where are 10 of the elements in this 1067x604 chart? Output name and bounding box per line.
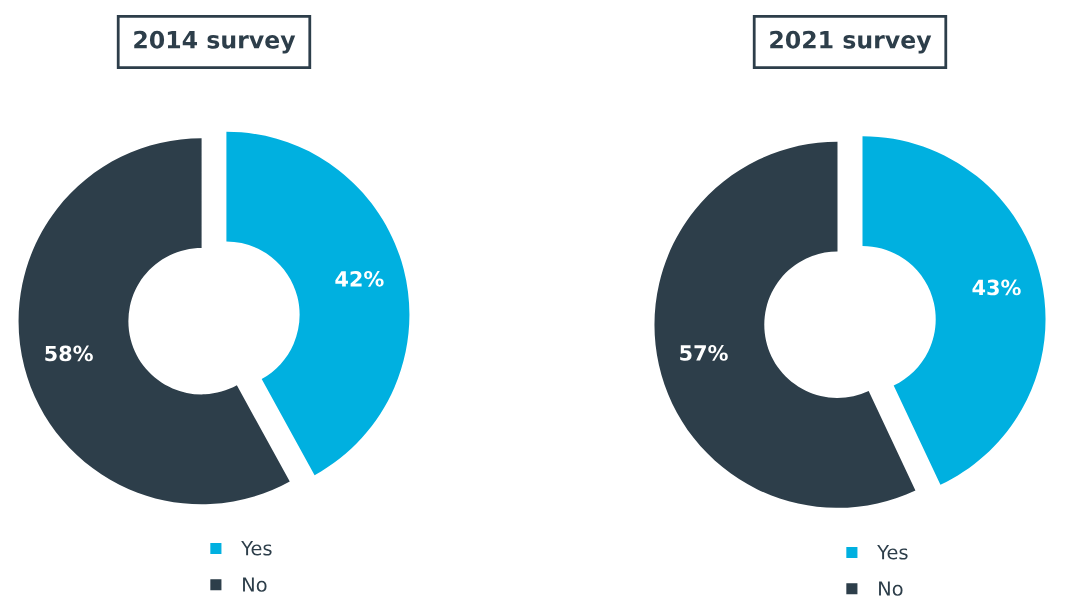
data-label: 43% [972,279,1021,296]
legend-label: Yes [877,545,908,560]
chart-title: 2021 survey [770,30,932,54]
data-label: 57% [680,345,728,361]
legend-label: No [879,581,903,596]
data-label: 42% [335,270,384,287]
data-label: 58% [45,345,93,362]
chart-title: 2014 survey [134,30,296,54]
legend-label: Yes [241,541,272,556]
legend-label: No [243,577,267,592]
